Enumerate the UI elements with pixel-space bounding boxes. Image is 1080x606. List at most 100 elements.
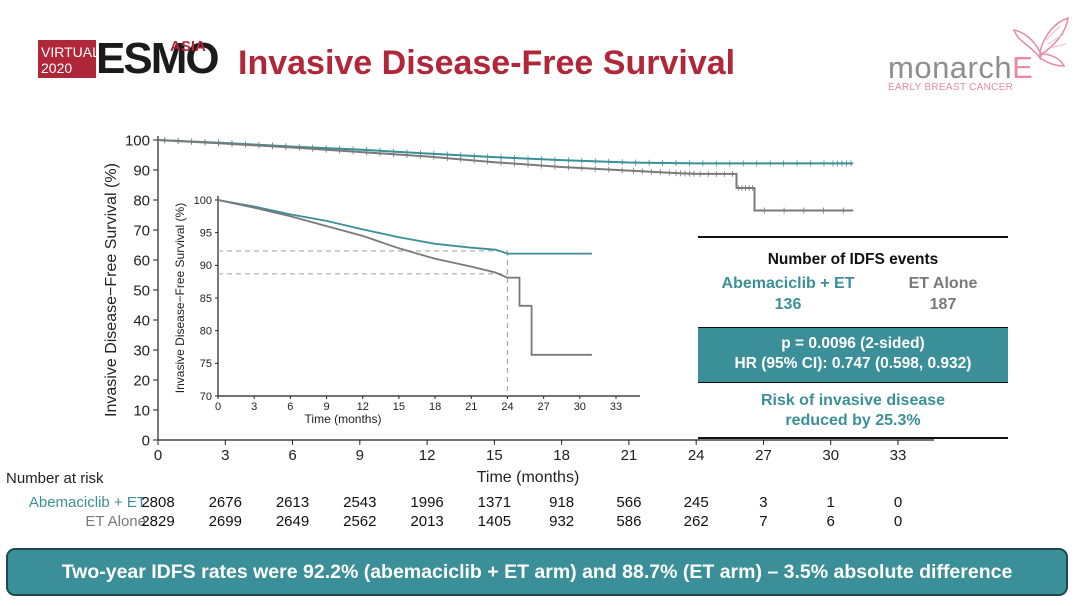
risk-cell: 2013: [410, 513, 444, 530]
x-tick-label: 9: [356, 447, 364, 464]
risk-cell: 1371: [477, 494, 512, 511]
events-columns: Abemaciclib + ET 136 ET Alone 187: [698, 273, 1008, 317]
risk-cell: 0: [893, 513, 903, 530]
hazard-ratio: HR (95% CI): 0.747 (0.598, 0.932): [734, 355, 972, 372]
risk-row-label: Abemaciclib + ET: [28, 494, 146, 511]
risk-reduction-line1: Risk of invasive disease: [760, 392, 946, 409]
risk-reduction-line2: reduced by 25.3%: [785, 412, 921, 429]
events-arm-b-label: ET Alone: [908, 275, 978, 292]
x-axis-title: Time (months): [305, 412, 382, 426]
idfs-events-box: Number of IDFS events Abemaciclib + ET 1…: [698, 236, 1008, 439]
x-tick-label: 3: [251, 401, 257, 413]
risk-reduction: Risk of invasive disease reduced by 25.3…: [698, 383, 1008, 439]
risk-cell: 2676: [208, 494, 242, 511]
series-et-alone-line: [217, 199, 592, 356]
y-tick-label: 100: [125, 132, 150, 149]
risk-cell: 245: [683, 494, 709, 511]
x-tick-label: 15: [393, 401, 405, 413]
risk-cell: 2829: [141, 513, 175, 530]
events-top-rule: [698, 236, 1008, 238]
events-arm-a: Abemaciclib + ET 136: [698, 273, 878, 315]
risk-cell: 3: [759, 494, 768, 511]
y-tick-label: 75: [200, 358, 212, 370]
events-arm-a-label: Abemaciclib + ET: [721, 275, 855, 292]
risk-cell: 1996: [410, 494, 444, 511]
x-tick-label: 6: [288, 447, 296, 464]
slide-title: Invasive Disease-Free Survival: [238, 44, 736, 82]
x-tick-label: 0: [215, 401, 221, 413]
x-tick-label: 27: [538, 401, 550, 413]
monarche-word-e: E: [1012, 50, 1034, 85]
y-tick-label: 85: [200, 293, 212, 305]
risk-cell: 7: [759, 513, 768, 530]
x-tick-label: 12: [419, 447, 436, 464]
x-tick-label: 24: [501, 401, 513, 413]
risk-cell: 932: [549, 513, 575, 530]
x-tick-label: 9: [323, 401, 329, 413]
y-tick-label: 50: [133, 282, 150, 299]
risk-row-abemaciclib-et: Abemaciclib + ET 2808 2676 2613 2543 1996 1371…: [0, 494, 1080, 514]
x-tick-label: 3: [221, 447, 229, 464]
risk-cell: 262: [683, 513, 709, 530]
y-tick-label: 40: [133, 312, 150, 329]
x-tick-label: 30: [574, 401, 586, 413]
inset-plot: 70 75 80 85 90 95 100 0 3 6 9 12 15 18 21 24 27 30 33 Time …: [173, 195, 640, 426]
series-abemaciclib-et-line: [217, 199, 592, 255]
events-arm-b-count: 187: [929, 296, 957, 313]
y-tick-label: 70: [133, 222, 150, 239]
x-tick-label: 18: [429, 401, 441, 413]
risk-cell: 2613: [275, 494, 310, 511]
y-tick-label: 80: [133, 192, 150, 209]
esmo-wordmark: ESMO: [96, 34, 220, 83]
events-title: Number of IDFS events: [767, 251, 939, 268]
y-tick-label: 60: [133, 252, 150, 269]
risk-cell: 1: [826, 494, 835, 511]
risk-cell: 566: [616, 494, 642, 511]
x-tick-label: 33: [890, 447, 907, 464]
risk-cell: 2562: [343, 513, 377, 530]
risk-cell: 2649: [275, 513, 310, 530]
y-axis-title: Invasive Disease−Free Survival (%): [103, 163, 120, 417]
y-tick-label: 20: [133, 372, 150, 389]
esmo-virtual-text: VIRTUAL: [41, 44, 100, 60]
x-tick-label: 27: [755, 447, 772, 464]
esmo-virtual-badge: VIRTUAL 2020: [38, 40, 100, 78]
series-abemaciclib-et-line: [157, 139, 854, 165]
x-tick-label: 12: [357, 401, 369, 413]
x-tick-label: 15: [486, 447, 503, 464]
monarche-wordmark: monarchE: [888, 50, 1033, 86]
y-tick-label: 95: [200, 228, 212, 240]
p-value: p = 0.0096 (2-sided): [781, 335, 925, 352]
series-et-alone-line: [157, 139, 854, 212]
esmo-year-text: 2020: [41, 60, 73, 76]
events-arm-b: ET Alone 187: [888, 273, 998, 315]
y-tick-label: 10: [133, 402, 150, 419]
monarche-logo: monarchE EARLY BREAST CANCER: [888, 50, 1033, 93]
events-stat-band: p = 0.0096 (2-sided) HR (95% CI): 0.747 …: [698, 327, 1008, 383]
risk-cell: 918: [549, 494, 575, 511]
y-tick-label: 90: [200, 260, 212, 272]
x-tick-label: 24: [688, 447, 705, 464]
esmo-region-text: ASIA: [170, 38, 206, 55]
x-axis-title: Time (months): [477, 469, 580, 486]
risk-cell: 0: [893, 494, 903, 511]
risk-cell: 6: [826, 513, 835, 530]
x-tick-label: 21: [465, 401, 477, 413]
risk-cell: 1405: [477, 513, 512, 530]
risk-table-header: Number at risk: [6, 470, 104, 487]
butterfly-icon: [1012, 16, 1069, 67]
x-tick-label: 18: [553, 447, 570, 464]
x-tick-label: 6: [287, 401, 293, 413]
monarche-subtitle: EARLY BREAST CANCER: [888, 82, 1014, 93]
y-tick-label: 90: [133, 162, 150, 179]
risk-row-label: ET Alone: [85, 513, 146, 530]
y-axis-title: Invasive Disease−Free Survival (%): [173, 203, 187, 393]
y-tick-label: 70: [200, 391, 212, 403]
risk-cell: 586: [616, 513, 642, 530]
events-arm-a-count: 136: [774, 296, 802, 313]
risk-cell: 2808: [141, 494, 175, 511]
risk-row-et-alone: ET Alone 2829 2699 2649 2562 2013 1405 932 586 26…: [0, 513, 1080, 533]
y-tick-label: 30: [133, 342, 150, 359]
